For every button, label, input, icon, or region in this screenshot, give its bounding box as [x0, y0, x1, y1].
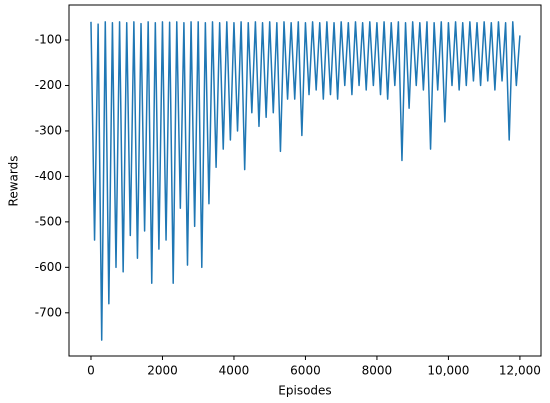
x-tick-label: 2000 — [147, 364, 178, 378]
y-axis-label: Rewards — [7, 156, 21, 207]
plot-frame — [68, 4, 542, 357]
x-tick-label: 6000 — [290, 364, 321, 378]
x-tick-label: 0 — [87, 364, 95, 378]
y-tick-label: -700 — [35, 305, 62, 319]
y-tick-label: -300 — [35, 123, 62, 137]
x-tick-label: 8000 — [362, 364, 393, 378]
x-axis-label: Episodes — [278, 384, 331, 398]
y-tick-label: -500 — [35, 214, 62, 228]
x-tick-label: 12,000 — [499, 364, 541, 378]
y-tick-label: -200 — [35, 78, 62, 92]
x-tick-label: 4000 — [219, 364, 250, 378]
y-tick-label: -100 — [35, 33, 62, 47]
y-tick-label: -600 — [35, 260, 62, 274]
y-tick-label: -400 — [35, 169, 62, 183]
x-tick-label: 10,000 — [427, 364, 469, 378]
series-line — [90, 21, 521, 341]
